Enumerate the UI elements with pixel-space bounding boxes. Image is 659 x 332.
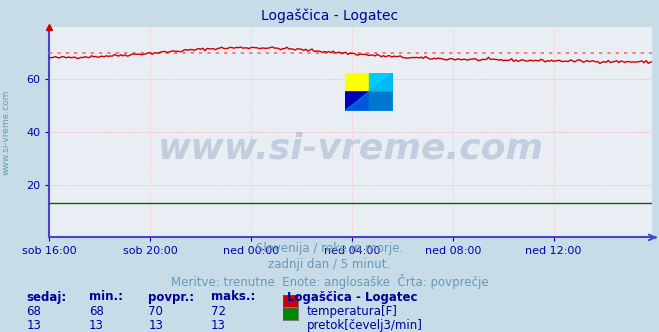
Text: Slovenija / reke in morje.: Slovenija / reke in morje. <box>256 242 403 255</box>
Polygon shape <box>345 92 369 111</box>
Polygon shape <box>369 73 393 92</box>
Text: Meritve: trenutne  Enote: anglosaške  Črta: povprečje: Meritve: trenutne Enote: anglosaške Črta… <box>171 274 488 289</box>
Text: 13: 13 <box>211 319 226 332</box>
Text: 13: 13 <box>89 319 104 332</box>
Text: 72: 72 <box>211 305 226 318</box>
Bar <box>345 73 369 92</box>
Text: sedaj:: sedaj: <box>26 290 67 303</box>
Bar <box>369 92 393 111</box>
Text: www.si-vreme.com: www.si-vreme.com <box>2 90 11 176</box>
Bar <box>345 92 369 111</box>
Text: pretok[čevelj3/min]: pretok[čevelj3/min] <box>306 319 422 332</box>
Text: temperatura[F]: temperatura[F] <box>306 305 397 318</box>
Text: 70: 70 <box>148 305 163 318</box>
Polygon shape <box>369 92 393 111</box>
Text: 68: 68 <box>89 305 104 318</box>
Text: www.si-vreme.com: www.si-vreme.com <box>158 132 544 166</box>
Text: 13: 13 <box>148 319 163 332</box>
Text: 13: 13 <box>26 319 42 332</box>
Text: 68: 68 <box>26 305 42 318</box>
Polygon shape <box>345 73 369 92</box>
Polygon shape <box>345 73 393 111</box>
Text: zadnji dan / 5 minut.: zadnji dan / 5 minut. <box>268 258 391 271</box>
Text: min.:: min.: <box>89 290 123 303</box>
Text: maks.:: maks.: <box>211 290 255 303</box>
Text: povpr.:: povpr.: <box>148 290 194 303</box>
Text: Logaščica - Logatec: Logaščica - Logatec <box>261 8 398 23</box>
Text: Logaščica - Logatec: Logaščica - Logatec <box>287 290 417 303</box>
Bar <box>369 73 393 92</box>
